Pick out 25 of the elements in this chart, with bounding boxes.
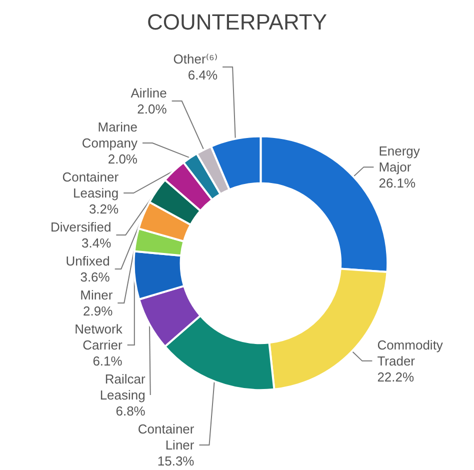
data-label: 3.4%	[82, 236, 112, 250]
slice-label: Other⁽⁶⁾	[173, 52, 218, 66]
data-label: 6.1%	[92, 354, 123, 368]
data-label: 6.8%	[116, 404, 146, 418]
slice-label: Container Liner	[138, 422, 195, 452]
chart-title: COUNTERPARTY	[146, 10, 328, 34]
data-label: 2.9%	[83, 304, 114, 318]
slice-label: Railcar Leasing	[100, 372, 146, 402]
slice-label: Diversified	[50, 220, 112, 234]
slice-label: Unfixed	[66, 254, 110, 268]
data-label: 15.3%	[157, 454, 195, 468]
slice-label: Marine Company	[82, 120, 138, 150]
data-label: 22.2%	[377, 369, 414, 384]
data-label: 2.0%	[137, 102, 168, 116]
data-label: 3.6%	[80, 270, 110, 284]
slice-label: Miner	[80, 288, 114, 302]
data-label: 3.2%	[88, 202, 120, 216]
slice-label: Network Carrier	[74, 322, 123, 352]
slice-label: Airline	[130, 86, 167, 100]
slice-label: Commodity Trader	[377, 337, 444, 368]
data-label: 2.0%	[108, 152, 138, 166]
data-label: 26.1%	[378, 176, 416, 191]
slice-label: Container Leasing	[62, 170, 120, 200]
data-label: 6.4%	[188, 68, 218, 82]
slice-label: Energy Major	[378, 144, 420, 175]
